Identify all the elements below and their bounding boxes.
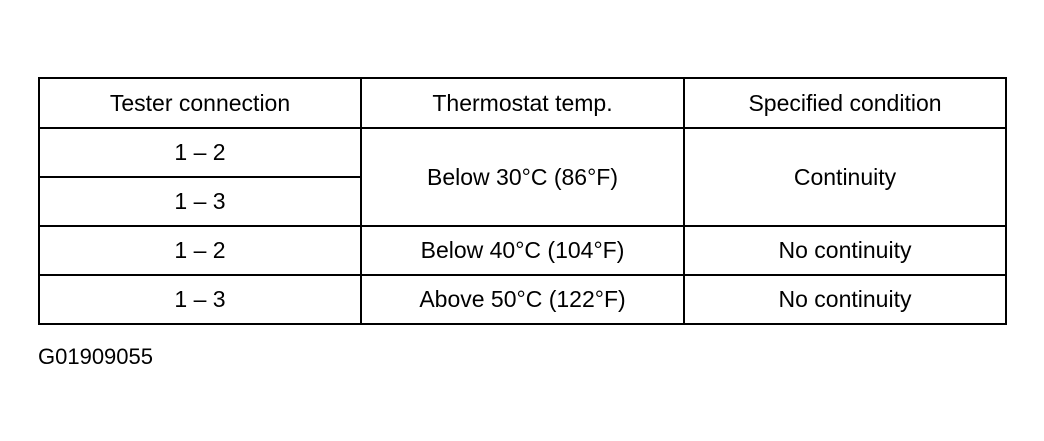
row: 1 – 3 Above 50°C (122°F) No continuity — [38, 274, 1007, 325]
cell: 1 – 3 — [38, 274, 362, 325]
row: 1 – 2 Below 40°C (104°F) No continuity — [38, 225, 1007, 276]
cell: No continuity — [683, 274, 1007, 325]
spec-table: Tester connection Thermostat temp. Speci… — [38, 77, 1007, 325]
cell: Above 50°C (122°F) — [360, 274, 685, 325]
cell: Below 30°C (86°F) — [360, 127, 685, 227]
cell: 1 – 2 — [38, 225, 362, 276]
row: 1 – 3 — [38, 176, 1006, 227]
figure-id: G01909055 — [38, 344, 153, 369]
header-cell: Tester connection — [38, 77, 362, 129]
row: 1 – 2 Below 30°C (86°F) Continuity — [38, 127, 1007, 227]
cell: No continuity — [683, 225, 1007, 276]
cell: Continuity — [683, 127, 1007, 227]
header-cell: Thermostat temp. — [360, 77, 685, 129]
cell: 1 – 2 — [38, 127, 362, 178]
cell: 1 – 3 — [38, 176, 362, 227]
header-cell: Specified condition — [683, 77, 1007, 129]
header-row: Tester connection Thermostat temp. Speci… — [38, 77, 1007, 129]
cell: Below 40°C (104°F) — [360, 225, 685, 276]
